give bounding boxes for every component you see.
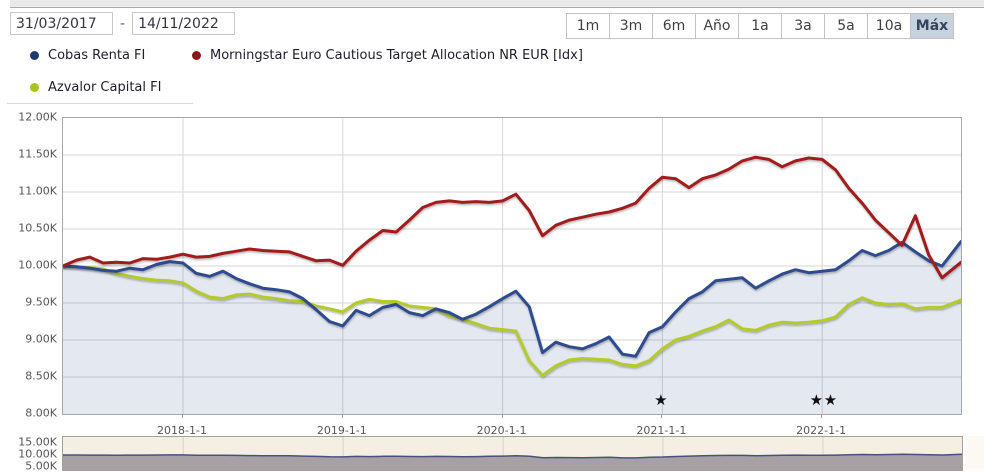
y-axis-tick-label: 11.00K bbox=[18, 184, 57, 198]
y-axis-tick-label: 8.50K bbox=[25, 369, 57, 383]
date-from-input[interactable] bbox=[10, 12, 113, 35]
y-axis-tick-label: 9.50K bbox=[25, 295, 57, 309]
legend-series-dot-icon bbox=[30, 83, 39, 92]
navigator[interactable] bbox=[62, 436, 963, 471]
legend-series-dot-icon bbox=[192, 51, 201, 60]
y-axis-tick-label: 9.00K bbox=[25, 332, 57, 346]
y-axis-tick-label: 10.50K bbox=[18, 221, 57, 235]
range-button-5a[interactable]: 5a bbox=[824, 13, 868, 39]
x-axis-tick-mark bbox=[341, 414, 343, 418]
range-button-6m[interactable]: 6m bbox=[652, 13, 696, 39]
chart-legend: Cobas Renta FI Morningstar Euro Cautious … bbox=[30, 48, 583, 112]
svg-text:★: ★ bbox=[824, 391, 837, 409]
legend-series-label: Morningstar Euro Cautious Target Allocat… bbox=[210, 48, 583, 63]
x-axis-tick-label: 2018-1-1 bbox=[157, 424, 207, 437]
range-button-máx[interactable]: Máx bbox=[910, 13, 954, 39]
legend-item[interactable]: Azvalor Capital FI bbox=[30, 80, 161, 95]
price-chart: ★ ★ ★ bbox=[63, 118, 961, 414]
navigator-right-strip bbox=[965, 436, 984, 469]
range-selector: 1m 3m 6m Año 1a 3a 5a 10a Máx bbox=[566, 13, 954, 39]
legend-series-dot-icon bbox=[30, 51, 39, 60]
date-range-separator: - bbox=[120, 15, 126, 32]
price-chart-plot-area[interactable]: ★ ★ ★ bbox=[62, 117, 962, 415]
range-button-1a[interactable]: 1a bbox=[738, 13, 782, 39]
svg-text:★: ★ bbox=[654, 391, 667, 409]
date-to-input[interactable] bbox=[132, 12, 236, 35]
legend-item[interactable]: Morningstar Euro Cautious Target Allocat… bbox=[192, 48, 583, 63]
range-button-10a[interactable]: 10a bbox=[867, 13, 911, 39]
x-axis-tick-mark bbox=[501, 414, 503, 418]
y-axis-tick-label: 8.00K bbox=[25, 406, 57, 420]
navigator-y-tick-label: 10.00K bbox=[18, 447, 57, 461]
svg-text:★: ★ bbox=[810, 391, 823, 409]
legend-series-label: Cobas Renta FI bbox=[48, 48, 146, 63]
navigator-chart bbox=[63, 437, 962, 470]
legend-series-label: Azvalor Capital FI bbox=[48, 80, 162, 95]
x-axis-tick-label: 2019-1-1 bbox=[316, 424, 367, 437]
legend-divider bbox=[7, 103, 193, 104]
navigator-y-tick-label: 15.00K bbox=[18, 435, 57, 449]
x-axis-tick-label: 2020-1-1 bbox=[476, 424, 527, 437]
x-axis-tick-label: 2021-1-1 bbox=[636, 424, 687, 437]
x-axis-tick-mark bbox=[182, 414, 184, 418]
range-button-1m[interactable]: 1m bbox=[566, 13, 610, 39]
date-range: - bbox=[10, 12, 236, 35]
y-axis-tick-label: 11.50K bbox=[18, 147, 57, 161]
navigator-y-tick-label: 5.00K bbox=[25, 459, 57, 473]
x-axis-tick-mark bbox=[661, 414, 663, 418]
range-button-3a[interactable]: 3a bbox=[781, 13, 825, 39]
x-axis-tick-label: 2022-1-1 bbox=[796, 424, 847, 437]
range-button-3m[interactable]: 3m bbox=[609, 13, 653, 39]
legend-item[interactable]: Cobas Renta FI bbox=[30, 48, 192, 63]
x-axis-tick-mark bbox=[821, 414, 823, 418]
range-button-año[interactable]: Año bbox=[695, 13, 739, 39]
top-strip bbox=[10, 0, 984, 8]
y-axis-tick-label: 10.00K bbox=[18, 258, 57, 272]
y-axis-tick-label: 12.00K bbox=[18, 110, 57, 124]
